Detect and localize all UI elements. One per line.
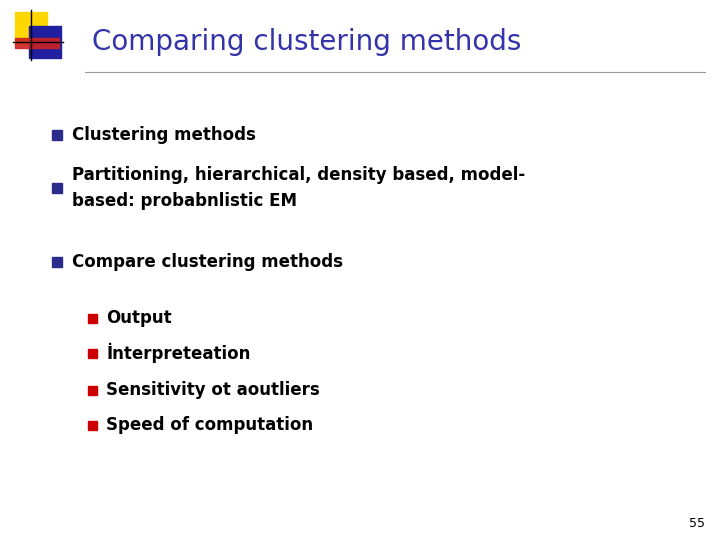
Text: 55: 55 — [689, 517, 705, 530]
Bar — [52, 257, 62, 267]
Text: Comparing clustering methods: Comparing clustering methods — [92, 28, 521, 56]
Bar — [88, 349, 97, 358]
Text: Compare clustering methods: Compare clustering methods — [72, 253, 343, 271]
Bar — [88, 386, 97, 395]
Bar — [15, 38, 59, 48]
Bar — [52, 183, 62, 193]
Text: İnterpreteation: İnterpreteation — [106, 343, 251, 363]
Text: Clustering methods: Clustering methods — [72, 126, 256, 144]
Text: Speed of computation: Speed of computation — [106, 416, 313, 434]
Bar — [88, 314, 97, 323]
Bar — [29, 26, 61, 58]
Text: Sensitivity ot aoutliers: Sensitivity ot aoutliers — [106, 381, 320, 399]
Bar — [52, 130, 62, 140]
Bar — [88, 421, 97, 430]
Text: Output: Output — [106, 309, 171, 327]
Text: Partitioning, hierarchical, density based, model-
based: probabnlistic EM: Partitioning, hierarchical, density base… — [72, 166, 526, 210]
Bar — [15, 12, 47, 44]
